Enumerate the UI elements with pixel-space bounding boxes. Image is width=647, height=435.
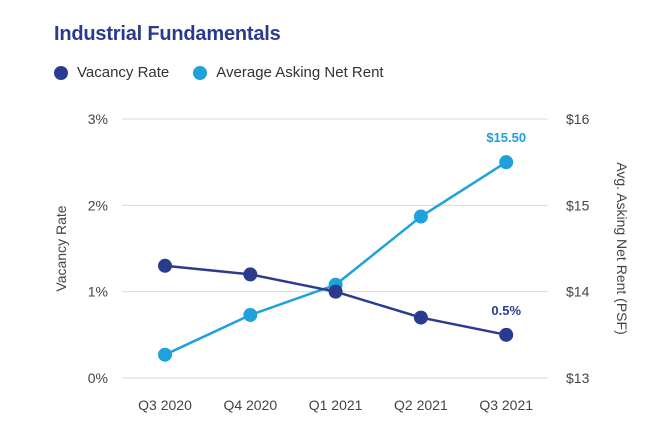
data-point bbox=[243, 267, 258, 282]
data-point bbox=[499, 327, 514, 342]
data-point bbox=[413, 209, 428, 224]
series-line bbox=[164, 161, 507, 356]
x-tick-label: Q3 2021 bbox=[479, 397, 533, 413]
x-tick-label: Q2 2021 bbox=[394, 397, 448, 413]
legend-label-average-asking-net-rent: Average Asking Net Rent bbox=[216, 64, 384, 81]
y-right-tick-label: $15 bbox=[566, 197, 590, 213]
y-left-tick-label: 1% bbox=[88, 284, 108, 300]
data-point bbox=[243, 307, 258, 322]
data-point bbox=[413, 310, 428, 325]
legend-label-vacancy-rate: Vacancy Rate bbox=[77, 64, 170, 81]
legend: Vacancy Rate Average Asking Net Rent bbox=[54, 64, 408, 81]
y-right-axis-title: Avg. Asking Net Rent (PSF) bbox=[614, 162, 630, 334]
legend-marker-vacancy-rate bbox=[54, 65, 68, 80]
y-left-tick-label: 2% bbox=[88, 197, 108, 213]
y-right-tick-label: $16 bbox=[566, 111, 590, 127]
legend-item-average-asking-net-rent: Average Asking Net Rent bbox=[193, 64, 384, 81]
y-left-tick-label: 3% bbox=[88, 111, 108, 127]
x-tick-label: Q1 2021 bbox=[309, 397, 363, 413]
x-tick-label: Q3 2020 bbox=[138, 397, 192, 413]
data-point bbox=[158, 347, 172, 362]
data-label: $15.50 bbox=[486, 130, 526, 145]
legend-marker-average-asking-net-rent bbox=[193, 65, 208, 80]
y-left-tick-label: 0% bbox=[88, 370, 108, 386]
y-right-tick-label: $13 bbox=[566, 370, 590, 386]
data-point bbox=[328, 284, 343, 299]
y-right-tick-label: $14 bbox=[566, 284, 590, 300]
x-tick-label: Q4 2020 bbox=[223, 397, 277, 413]
data-point bbox=[499, 155, 514, 170]
data-point bbox=[158, 258, 172, 273]
data-label: 0.5% bbox=[491, 303, 521, 318]
series-line bbox=[164, 264, 507, 337]
chart-title: Industrial Fundamentals bbox=[54, 23, 281, 45]
y-left-axis-title: Vacancy Rate bbox=[53, 205, 69, 291]
legend-item-vacancy-rate: Vacancy Rate bbox=[54, 64, 169, 81]
